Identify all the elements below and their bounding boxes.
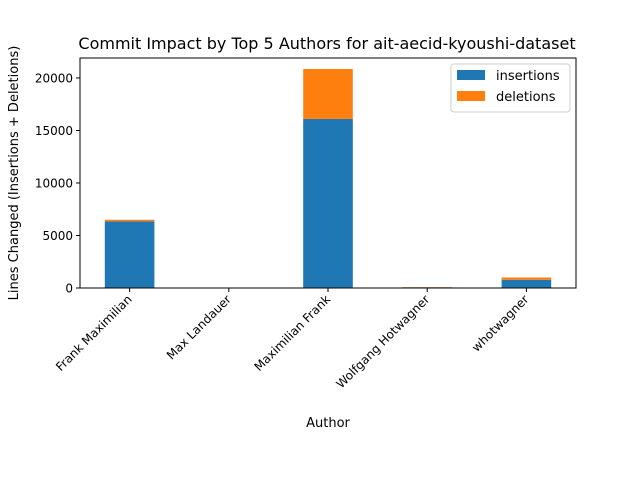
y-tick-label: 10000 bbox=[35, 176, 73, 190]
x-tick-label: Maximilian Frank bbox=[251, 292, 333, 374]
y-tick-label: 15000 bbox=[35, 124, 73, 138]
y-tick-label: 0 bbox=[65, 282, 73, 296]
bar-deletions-1 bbox=[104, 219, 155, 222]
bar-deletions-3 bbox=[303, 69, 353, 119]
x-tick-label: whotwagner bbox=[469, 292, 531, 354]
y-axis-label: Lines Changed (Insertions + Deletions) bbox=[7, 46, 22, 301]
x-tick-label: Max Landauer bbox=[164, 292, 234, 362]
bar-insertions-1 bbox=[104, 221, 155, 288]
x-tick-label: Frank Maximilian bbox=[53, 292, 135, 374]
y-tick-label: 20000 bbox=[35, 71, 73, 85]
bar-deletions-5 bbox=[501, 277, 552, 280]
legend-swatch-deletions bbox=[457, 91, 485, 101]
chart-title: Commit Impact by Top 5 Authors for ait-a… bbox=[78, 34, 575, 53]
legend-swatch-insertions bbox=[457, 70, 485, 80]
y-tick-label: 5000 bbox=[42, 229, 73, 243]
x-axis: Frank Maximilian Max Landauer Maximilian F… bbox=[53, 288, 532, 391]
y-axis: 0 5000 10000 15000 20000 bbox=[35, 71, 80, 296]
legend: insertions deletions bbox=[450, 63, 571, 113]
legend-label-deletions: deletions bbox=[496, 90, 556, 105]
x-axis-label: Author bbox=[306, 416, 350, 431]
x-tick-label: Wolfgang Hotwagner bbox=[333, 292, 432, 391]
legend-label-insertions: insertions bbox=[496, 69, 560, 84]
bars bbox=[104, 69, 552, 288]
bar-insertions-5 bbox=[501, 279, 552, 288]
bar-insertions-3 bbox=[303, 118, 353, 288]
